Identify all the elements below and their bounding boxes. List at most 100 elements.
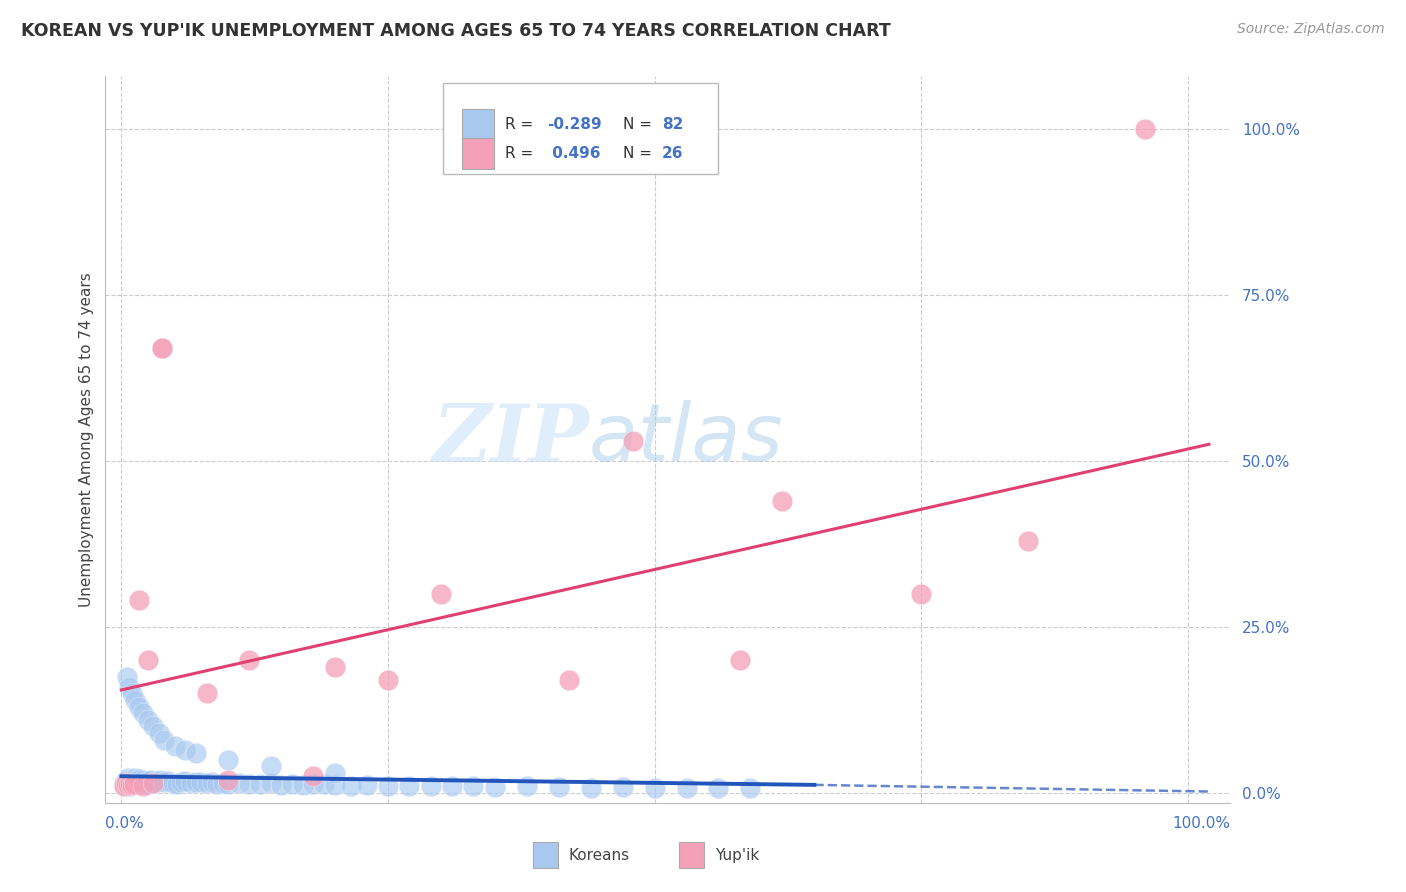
- Point: [440, 779, 463, 793]
- Point: [430, 587, 453, 601]
- Point: [122, 776, 145, 790]
- Point: [118, 680, 141, 694]
- Text: 0.496: 0.496: [547, 146, 600, 161]
- Point: [118, 779, 141, 793]
- Point: [516, 779, 538, 793]
- Point: [129, 774, 152, 789]
- Point: [122, 776, 145, 790]
- Point: [579, 780, 602, 795]
- Point: [136, 713, 159, 727]
- Point: [120, 772, 142, 787]
- Point: [127, 773, 149, 788]
- Point: [217, 772, 239, 787]
- Text: R =: R =: [505, 146, 533, 161]
- Point: [121, 773, 143, 788]
- Point: [166, 776, 188, 790]
- Point: [463, 779, 485, 793]
- Point: [323, 766, 346, 780]
- Point: [128, 593, 150, 607]
- Point: [114, 778, 136, 792]
- Bar: [463, 138, 494, 169]
- Point: [112, 776, 135, 790]
- Point: [184, 746, 207, 760]
- Point: [121, 686, 143, 700]
- Point: [124, 693, 146, 707]
- Y-axis label: Unemployment Among Ages 65 to 74 years: Unemployment Among Ages 65 to 74 years: [79, 272, 94, 607]
- Point: [138, 776, 160, 790]
- Point: [558, 673, 581, 687]
- Text: 82: 82: [662, 117, 683, 132]
- Point: [772, 493, 794, 508]
- Point: [398, 779, 420, 793]
- Point: [131, 777, 153, 791]
- Point: [356, 778, 378, 792]
- Point: [621, 434, 644, 448]
- Text: R =: R =: [505, 117, 533, 132]
- Point: [377, 779, 399, 793]
- Point: [134, 775, 156, 789]
- Point: [121, 778, 143, 792]
- Text: -0.289: -0.289: [547, 117, 602, 132]
- Point: [128, 772, 150, 786]
- Point: [728, 653, 751, 667]
- Point: [136, 773, 159, 788]
- Text: atlas: atlas: [589, 401, 785, 478]
- Point: [153, 775, 176, 789]
- FancyBboxPatch shape: [443, 83, 718, 174]
- Point: [132, 779, 155, 793]
- Text: 26: 26: [662, 146, 683, 161]
- Point: [114, 776, 136, 790]
- Point: [312, 777, 335, 791]
- Point: [707, 781, 730, 796]
- Point: [195, 686, 218, 700]
- Point: [117, 771, 139, 785]
- Text: Source: ZipAtlas.com: Source: ZipAtlas.com: [1237, 22, 1385, 37]
- Text: N =: N =: [623, 117, 652, 132]
- Point: [150, 341, 173, 355]
- Point: [149, 773, 172, 788]
- Point: [910, 587, 932, 601]
- Point: [484, 780, 506, 794]
- Point: [190, 774, 212, 789]
- Point: [132, 706, 155, 721]
- Point: [238, 653, 260, 667]
- Point: [115, 670, 138, 684]
- Bar: [679, 842, 704, 868]
- Point: [1133, 122, 1156, 136]
- Point: [281, 777, 304, 791]
- Point: [675, 780, 697, 795]
- Point: [128, 776, 150, 790]
- Point: [157, 773, 180, 788]
- Point: [302, 769, 325, 783]
- Point: [249, 777, 271, 791]
- Text: 100.0%: 100.0%: [1173, 816, 1230, 831]
- Point: [612, 780, 634, 794]
- Point: [644, 780, 666, 795]
- Point: [211, 776, 233, 790]
- Point: [195, 776, 218, 790]
- Point: [136, 653, 159, 667]
- Point: [260, 776, 283, 790]
- Point: [112, 779, 135, 793]
- Point: [217, 753, 239, 767]
- Point: [150, 341, 173, 355]
- Point: [117, 778, 139, 792]
- Point: [128, 699, 150, 714]
- Point: [1017, 533, 1039, 548]
- Point: [122, 775, 145, 789]
- Point: [118, 777, 141, 791]
- Text: KOREAN VS YUP'IK UNEMPLOYMENT AMONG AGES 65 TO 74 YEARS CORRELATION CHART: KOREAN VS YUP'IK UNEMPLOYMENT AMONG AGES…: [21, 22, 891, 40]
- Point: [201, 775, 224, 789]
- Point: [270, 778, 292, 792]
- Point: [124, 771, 146, 785]
- Point: [291, 778, 314, 792]
- Point: [142, 719, 165, 733]
- Point: [228, 776, 250, 790]
- Point: [153, 732, 176, 747]
- Point: [142, 776, 165, 790]
- Text: Koreans: Koreans: [569, 847, 630, 863]
- Point: [217, 777, 239, 791]
- Text: Yup'ik: Yup'ik: [716, 847, 759, 863]
- Text: ZIP: ZIP: [432, 401, 589, 478]
- Point: [180, 776, 202, 790]
